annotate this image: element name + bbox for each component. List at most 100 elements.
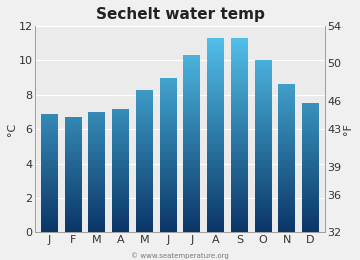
Bar (255, 138, 271, 139)
Bar (159, 85, 177, 86)
Bar (136, 170, 153, 171)
Bar (136, 143, 153, 144)
Bar (302, 154, 319, 155)
Bar (183, 64, 201, 65)
Bar (207, 71, 224, 72)
Bar (112, 109, 129, 110)
Bar (65, 196, 82, 197)
Bar (89, 216, 105, 217)
Bar (231, 122, 248, 123)
Bar (231, 70, 248, 71)
Bar (65, 191, 82, 192)
Bar (255, 186, 271, 187)
Bar (89, 114, 105, 115)
Bar (207, 167, 224, 168)
Bar (183, 147, 201, 148)
Bar (278, 178, 295, 179)
Bar (231, 102, 248, 103)
Bar (231, 81, 248, 82)
Bar (231, 152, 248, 153)
Bar (65, 223, 82, 224)
Bar (136, 179, 153, 180)
Bar (231, 221, 248, 222)
Bar (89, 179, 105, 180)
Bar (136, 197, 153, 198)
Bar (207, 170, 224, 171)
Bar (136, 113, 153, 114)
Bar (112, 132, 129, 133)
Bar (89, 116, 105, 117)
Bar (159, 194, 177, 195)
Bar (89, 174, 105, 175)
Bar (183, 62, 201, 63)
Bar (41, 167, 58, 168)
Bar (207, 152, 224, 153)
Bar (255, 182, 271, 183)
Bar (159, 159, 177, 160)
Bar (159, 198, 177, 199)
Bar (65, 124, 82, 125)
Bar (89, 139, 105, 140)
Bar (183, 140, 201, 141)
Bar (112, 182, 129, 183)
Bar (41, 158, 58, 159)
Bar (207, 41, 224, 42)
Bar (183, 105, 201, 106)
Bar (41, 159, 58, 160)
Bar (159, 125, 177, 126)
Bar (207, 191, 224, 192)
Bar (278, 206, 295, 207)
Bar (231, 202, 248, 203)
Bar (159, 216, 177, 217)
Bar (65, 121, 82, 122)
Bar (89, 150, 105, 151)
Bar (136, 118, 153, 119)
Bar (183, 189, 201, 190)
Bar (207, 39, 224, 40)
Bar (41, 162, 58, 163)
Bar (207, 188, 224, 189)
Bar (207, 199, 224, 200)
Bar (65, 200, 82, 202)
Bar (136, 154, 153, 155)
Bar (183, 121, 201, 122)
Bar (231, 97, 248, 98)
Bar (183, 69, 201, 70)
Bar (278, 142, 295, 143)
Bar (255, 117, 271, 118)
Bar (65, 132, 82, 133)
Bar (112, 158, 129, 159)
Bar (255, 214, 271, 215)
Bar (112, 138, 129, 139)
Bar (207, 219, 224, 220)
Bar (302, 229, 319, 230)
Bar (112, 154, 129, 155)
Bar (278, 226, 295, 227)
Bar (255, 222, 271, 223)
Bar (183, 97, 201, 98)
Bar (183, 155, 201, 156)
Bar (207, 143, 224, 144)
Bar (41, 175, 58, 176)
Bar (159, 115, 177, 116)
Bar (255, 220, 271, 221)
Bar (231, 63, 248, 64)
Bar (278, 176, 295, 177)
Bar (231, 128, 248, 129)
Bar (112, 224, 129, 225)
Bar (207, 107, 224, 108)
Bar (112, 192, 129, 193)
Bar (231, 58, 248, 59)
Bar (207, 66, 224, 67)
Bar (112, 208, 129, 209)
Bar (231, 143, 248, 144)
Bar (41, 215, 58, 216)
Bar (183, 173, 201, 174)
Bar (159, 168, 177, 170)
Bar (183, 181, 201, 182)
Bar (41, 171, 58, 172)
Bar (207, 114, 224, 115)
Bar (112, 206, 129, 207)
Bar (255, 203, 271, 204)
Bar (183, 151, 201, 152)
